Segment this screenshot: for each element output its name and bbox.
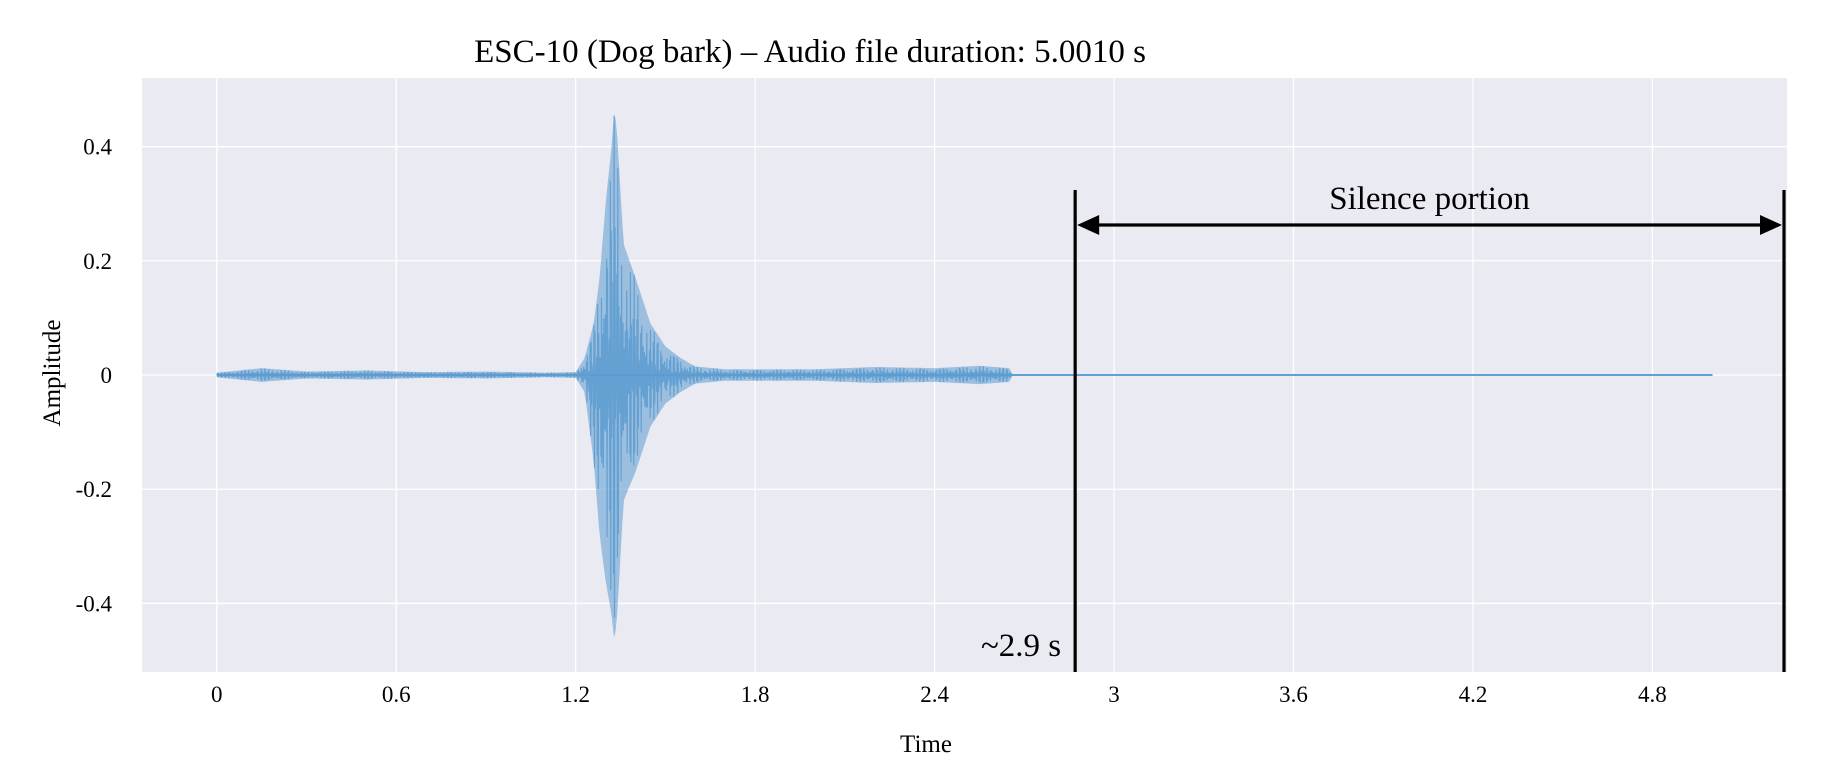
y-tick-label: 0.4: [83, 135, 112, 160]
arrow-head-right: [1760, 215, 1783, 235]
x-tick-label: 4.2: [1459, 682, 1488, 707]
x-tick-label: 0.6: [382, 682, 411, 707]
y-axis-ticks: 0.4 0.2 0 -0.2 -0.4: [76, 135, 113, 617]
y-tick-label: 0: [101, 363, 113, 388]
x-tick-label: 3.6: [1279, 682, 1308, 707]
x-tick-label: 1.8: [741, 682, 770, 707]
x-tick-label: 1.2: [561, 682, 590, 707]
annotations: ~2.9 s Silence portion: [981, 181, 1786, 672]
y-axis-label: Amplitude: [39, 320, 66, 427]
waveform-series: [216, 114, 1713, 638]
y-tick-label: -0.2: [76, 477, 112, 502]
x-tick-label: 3: [1108, 682, 1120, 707]
y-tick-label: 0.2: [83, 249, 112, 274]
x-tick-label: 0: [211, 682, 223, 707]
arrow-head-left: [1077, 215, 1100, 235]
annotation-label-silence: Silence portion: [1329, 181, 1530, 217]
x-tick-label: 2.4: [920, 682, 949, 707]
x-axis-ticks: 0 0.6 1.2 1.8 2.4 3 3.6 4.2 4.8: [211, 682, 1667, 707]
x-tick-label: 4.8: [1638, 682, 1667, 707]
y-tick-label: -0.4: [76, 591, 113, 616]
chart-title: ESC-10 (Dog bark) – Audio file duration:…: [474, 34, 1146, 70]
annotation-label-start: ~2.9 s: [981, 628, 1061, 664]
grid-lines: [142, 78, 1787, 672]
x-axis-label: Time: [900, 731, 952, 758]
